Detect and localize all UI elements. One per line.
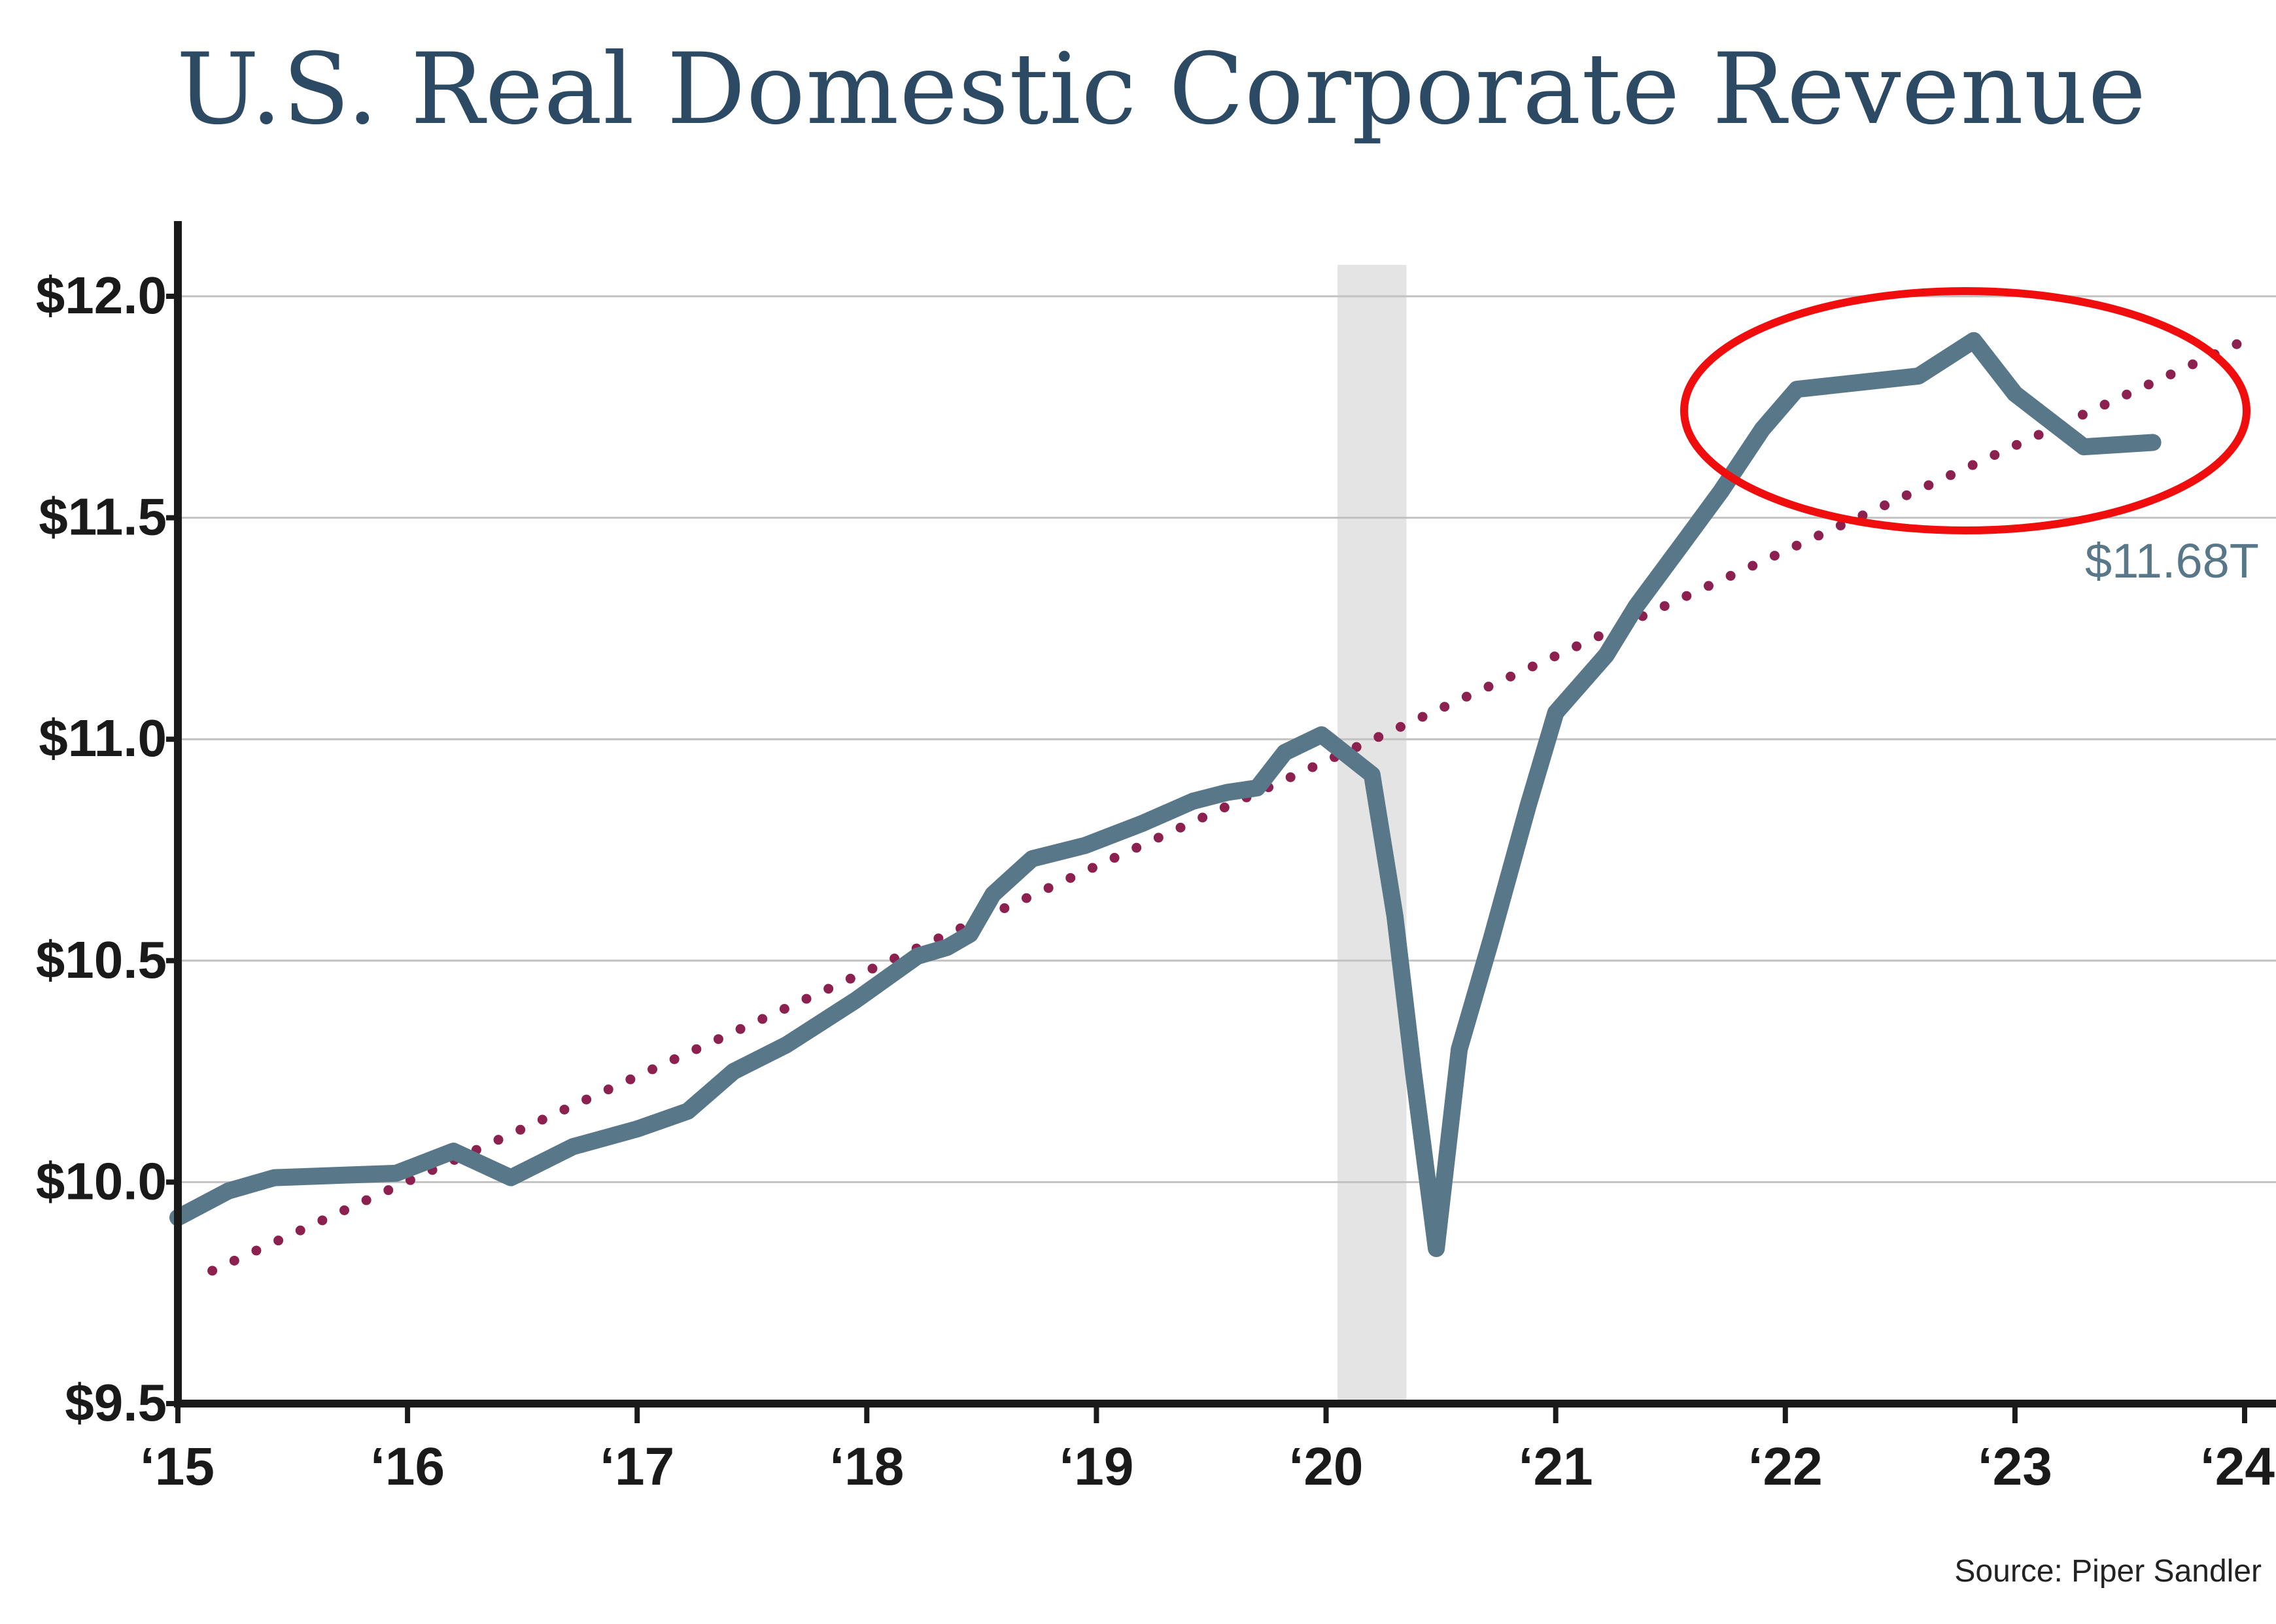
x-tick-label: ‘19 <box>1059 1437 1133 1496</box>
tick-labels: $9.5 $10.0 $10.5 $11.0 $11.5 $12.0 ‘15 ‘16 ‘17 ‘1… <box>36 266 2275 1496</box>
chart-title: U.S. Real Domestic Corporate Revenue <box>176 33 2147 147</box>
recession-band <box>1337 265 1407 1404</box>
revenue-line-layer <box>169 332 2162 1257</box>
y-tick-label: $10.0 <box>36 1152 167 1210</box>
x-tick-label: ‘17 <box>600 1437 674 1496</box>
x-tick-label: ‘16 <box>370 1437 445 1496</box>
y-tick-label: $11.5 <box>39 488 167 546</box>
x-tick-label: ‘24 <box>2200 1437 2275 1496</box>
axes <box>166 221 2276 1423</box>
x-tick-label: ‘22 <box>1748 1437 1823 1496</box>
trend-line <box>207 336 2250 1276</box>
x-tick-label: ‘21 <box>1519 1437 1593 1496</box>
x-tick-label: ‘20 <box>1289 1437 1364 1496</box>
y-tick-label: $9.5 <box>65 1373 167 1432</box>
trend-line-layer <box>207 336 2250 1276</box>
source-note: Source: Piper Sandler <box>1954 1554 2262 1589</box>
gridlines <box>178 295 2276 1183</box>
x-tick-label: ‘23 <box>1978 1437 2052 1496</box>
end-value-label: $11.68T <box>2085 534 2259 588</box>
x-tick-label: ‘18 <box>829 1437 904 1496</box>
highlight-ellipse <box>1680 287 2250 534</box>
annotations: $11.68T <box>1680 287 2259 588</box>
y-tick-label: $10.5 <box>36 931 167 989</box>
y-tick-label: $11.0 <box>39 709 167 767</box>
x-tick-label: ‘15 <box>140 1437 215 1496</box>
recession-band-layer <box>1337 265 1407 1404</box>
revenue-line <box>169 332 2162 1257</box>
y-tick-label: $12.0 <box>36 266 167 324</box>
